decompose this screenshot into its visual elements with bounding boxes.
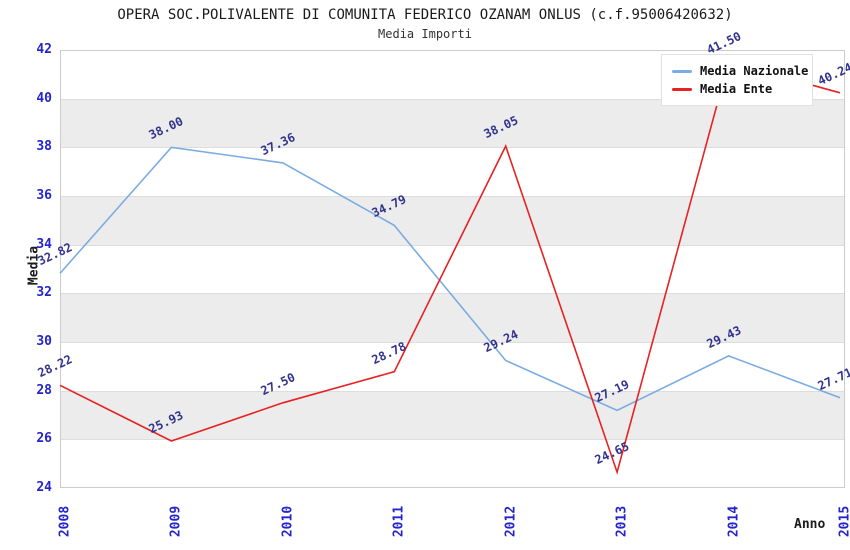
y-tick-label: 30 <box>36 334 52 349</box>
x-tick-label: 2008 <box>57 505 73 538</box>
gridline <box>60 196 845 197</box>
legend-item-media-ente: Media Ente <box>672 80 804 98</box>
x-axis-title: Anno <box>794 517 826 532</box>
x-tick-label: 2015 <box>837 505 850 538</box>
gridline <box>60 439 845 441</box>
plot-band <box>60 147 845 196</box>
legend-item-media-nazionale: Media Nazionale <box>672 62 808 80</box>
y-tick-label: 40 <box>36 90 52 106</box>
legend-label: Media Nazionale <box>700 64 809 78</box>
line-swatch-icon <box>672 87 692 91</box>
chart-subtitle: Media Importi <box>378 27 472 41</box>
legend: Media Nazionale Media Ente <box>661 54 813 106</box>
y-tick-label: 26 <box>36 431 52 447</box>
y-tick-label: 38 <box>36 139 52 155</box>
plot-band <box>60 196 845 245</box>
x-tick-label: 2010 <box>280 505 296 538</box>
y-tick-label: 32 <box>36 285 52 301</box>
gridline <box>60 390 845 392</box>
x-tick-label: 2014 <box>726 505 742 538</box>
x-tick-label: 2009 <box>168 505 184 538</box>
y-tick-label: 36 <box>36 188 52 203</box>
x-tick-label: 2013 <box>614 505 630 538</box>
y-tick-label: 24 <box>36 480 52 495</box>
line-swatch-icon <box>672 69 692 73</box>
x-tick-label: 2011 <box>391 505 407 538</box>
gridline <box>60 244 845 246</box>
x-tick-label: 2012 <box>503 505 519 538</box>
chart-title: OPERA SOC.POLIVALENTE DI COMUNITA FEDERI… <box>117 7 733 23</box>
gridline <box>60 293 845 295</box>
y-tick-label: 42 <box>36 42 52 57</box>
plot-band <box>60 439 845 488</box>
y-tick-label: 28 <box>36 382 52 398</box>
plot-band <box>60 244 845 294</box>
plot-band <box>60 342 845 391</box>
gridline <box>60 147 845 149</box>
legend-label: Media Ente <box>700 82 773 96</box>
y-tick-label: 34 <box>36 236 52 252</box>
